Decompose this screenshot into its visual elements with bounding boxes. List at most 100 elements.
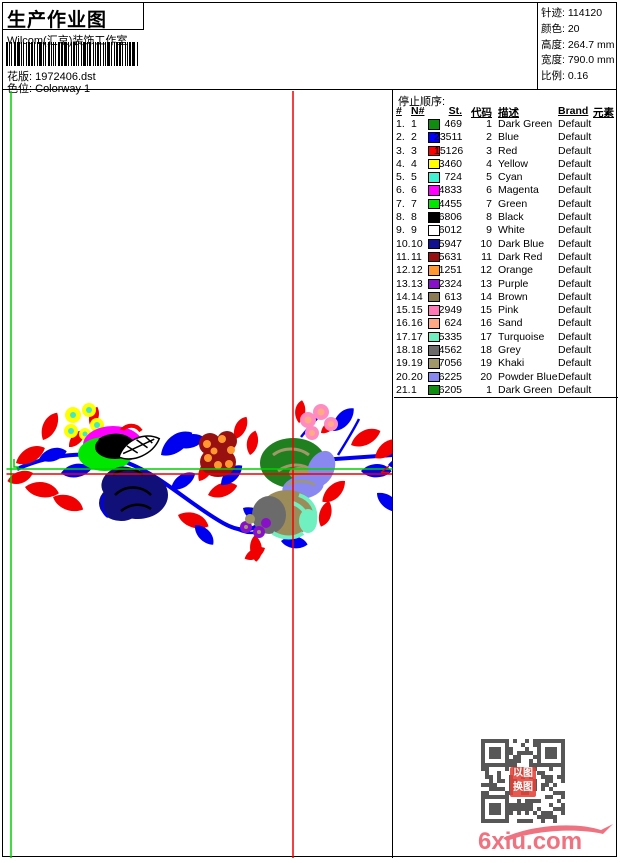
registration-lines xyxy=(6,91,393,858)
qr-stamp-line1: 以图 xyxy=(513,768,533,779)
color-row-cell: 3. xyxy=(396,144,405,157)
qr-code: 以图 换图 xyxy=(481,739,565,823)
color-row-cell: 1. xyxy=(396,118,405,130)
color-row-cell: 17 xyxy=(480,330,492,343)
color-row-cell: 1 xyxy=(411,383,417,396)
color-row-cell: 6. xyxy=(396,184,405,197)
color-row-cell: Default xyxy=(558,197,592,210)
color-row-cell: 2. xyxy=(396,131,405,144)
color-row-cell: 8 xyxy=(411,211,417,224)
color-row-cell: Brown xyxy=(498,290,528,303)
color-row-cell: 16 xyxy=(411,317,423,330)
color-row-cell: 2949 xyxy=(438,304,462,317)
end-point-marker xyxy=(380,465,390,474)
color-swatch xyxy=(428,119,440,130)
color-row-cell: 14 xyxy=(480,290,492,303)
color-swatch xyxy=(428,291,440,303)
color-row-cell: Default xyxy=(558,264,592,277)
color-row-cell: 20 xyxy=(411,370,423,383)
color-row-cell: 6 xyxy=(486,184,492,197)
stop-sequence-title: 停止顺序: xyxy=(398,96,446,108)
color-swatch xyxy=(428,371,440,383)
color-row-cell: 9. xyxy=(396,224,405,237)
color-row-cell: 1 xyxy=(486,118,492,130)
color-row-cell: 20. xyxy=(396,370,411,383)
color-row-cell: Green xyxy=(498,197,528,210)
color-swatch xyxy=(428,331,440,343)
color-row: 2. 2 23511 2 Blue Default xyxy=(394,131,618,144)
color-row-cell: 16. xyxy=(396,317,411,330)
color-swatch xyxy=(428,185,440,196)
color-row-cell: 1 xyxy=(411,118,417,130)
color-row-cell: Dark Blue xyxy=(498,237,545,250)
turquoise-flower xyxy=(252,490,318,540)
col-st: St. xyxy=(448,105,462,117)
design-file-line: 花版: 1972406.dst xyxy=(7,68,96,84)
col-elem: 元素 xyxy=(593,107,614,119)
table-rows: 1. 1 469 1 Dark Green Default 2. 2 23511 2 Blue Def… xyxy=(394,118,618,397)
color-row: 10. 10 5947 10 Dark Blue Default xyxy=(394,238,618,251)
color-row-cell: 12. xyxy=(396,264,411,277)
page-title: 生产作业图 xyxy=(7,10,108,31)
color-row-cell: 10 xyxy=(411,237,423,250)
color-row-cell: 5 xyxy=(486,171,492,184)
color-swatch xyxy=(428,251,440,263)
title-box: 生产作业图 xyxy=(3,3,144,31)
design-file-value: 1972406.dst xyxy=(35,71,96,83)
color-row-cell: 16 xyxy=(480,317,492,330)
barcode xyxy=(6,42,138,66)
color-row: 21. 1 6205 1 Dark Green Default xyxy=(394,384,618,397)
color-row: 8. 8 6806 8 Black Default xyxy=(394,211,618,224)
color-row-cell: 613 xyxy=(444,290,462,303)
color-row-cell: Grey xyxy=(498,344,521,357)
color-row-cell: 19. xyxy=(396,357,411,370)
color-row-cell: 1251 xyxy=(438,264,462,277)
color-row-cell: Default xyxy=(558,250,592,263)
color-row-cell: Powder Blue xyxy=(498,370,558,383)
color-row-cell: Default xyxy=(558,144,592,157)
color-row: 14. 14 613 14 Brown Default xyxy=(394,291,618,304)
color-row-cell: 5 xyxy=(411,171,417,184)
color-row-cell: 3460 xyxy=(438,157,462,170)
color-row-cell: Cyan xyxy=(498,171,523,184)
color-swatch xyxy=(428,238,440,250)
color-row-cell: 18 xyxy=(480,344,492,357)
color-row-cell: Dark Red xyxy=(498,250,543,263)
color-row-cell: Default xyxy=(558,277,592,290)
color-row-cell: Default xyxy=(558,383,592,396)
logo-swoosh xyxy=(503,824,613,841)
color-row: 15. 15 2949 15 Pink Default xyxy=(394,304,618,317)
color-row-cell: 4. xyxy=(396,157,405,170)
color-row-cell: Pink xyxy=(498,304,519,317)
col-seq: # xyxy=(396,105,402,117)
color-row-cell: Default xyxy=(558,370,592,383)
color-row-cell: 7 xyxy=(411,197,417,210)
color-row-cell: 12 xyxy=(411,264,423,277)
col-desc: 描述 xyxy=(498,107,519,119)
color-row-cell: 13 xyxy=(480,277,492,290)
color-swatch xyxy=(428,158,440,170)
table-header-row: # N# St. 代码 描述 Brand 元素 xyxy=(394,105,618,119)
color-row-cell: 15. xyxy=(396,304,411,317)
color-swatch xyxy=(428,145,440,157)
color-swatch xyxy=(428,345,440,356)
stat-row: 宽度: 790.0 mm xyxy=(541,54,615,67)
col-brand: Brand xyxy=(558,105,589,117)
color-row-cell: 14 xyxy=(411,290,423,303)
color-row-cell: Default xyxy=(558,330,592,343)
color-row-cell: Orange xyxy=(498,264,534,277)
color-row-cell: 724 xyxy=(444,171,462,184)
color-row-cell: 19 xyxy=(480,357,492,370)
color-row-cell: White xyxy=(498,224,525,237)
color-row-cell: Default xyxy=(558,290,592,303)
color-row-cell: 6806 xyxy=(438,211,462,224)
berries xyxy=(240,514,271,538)
color-row-cell: 6205 xyxy=(438,383,462,396)
stat-row: 针迹: 114120 xyxy=(541,7,603,19)
color-row-cell: 624 xyxy=(444,317,462,330)
site-logo: 6xiu.com xyxy=(471,821,620,857)
design-stats-box: 针迹: 114120 颜色: 20 高度: 264.7 mm 宽度: 790.0 mm… xyxy=(537,3,616,89)
color-row-cell: 3 xyxy=(411,144,417,157)
color-row: 6. 6 4833 6 Magenta Default xyxy=(394,184,618,197)
